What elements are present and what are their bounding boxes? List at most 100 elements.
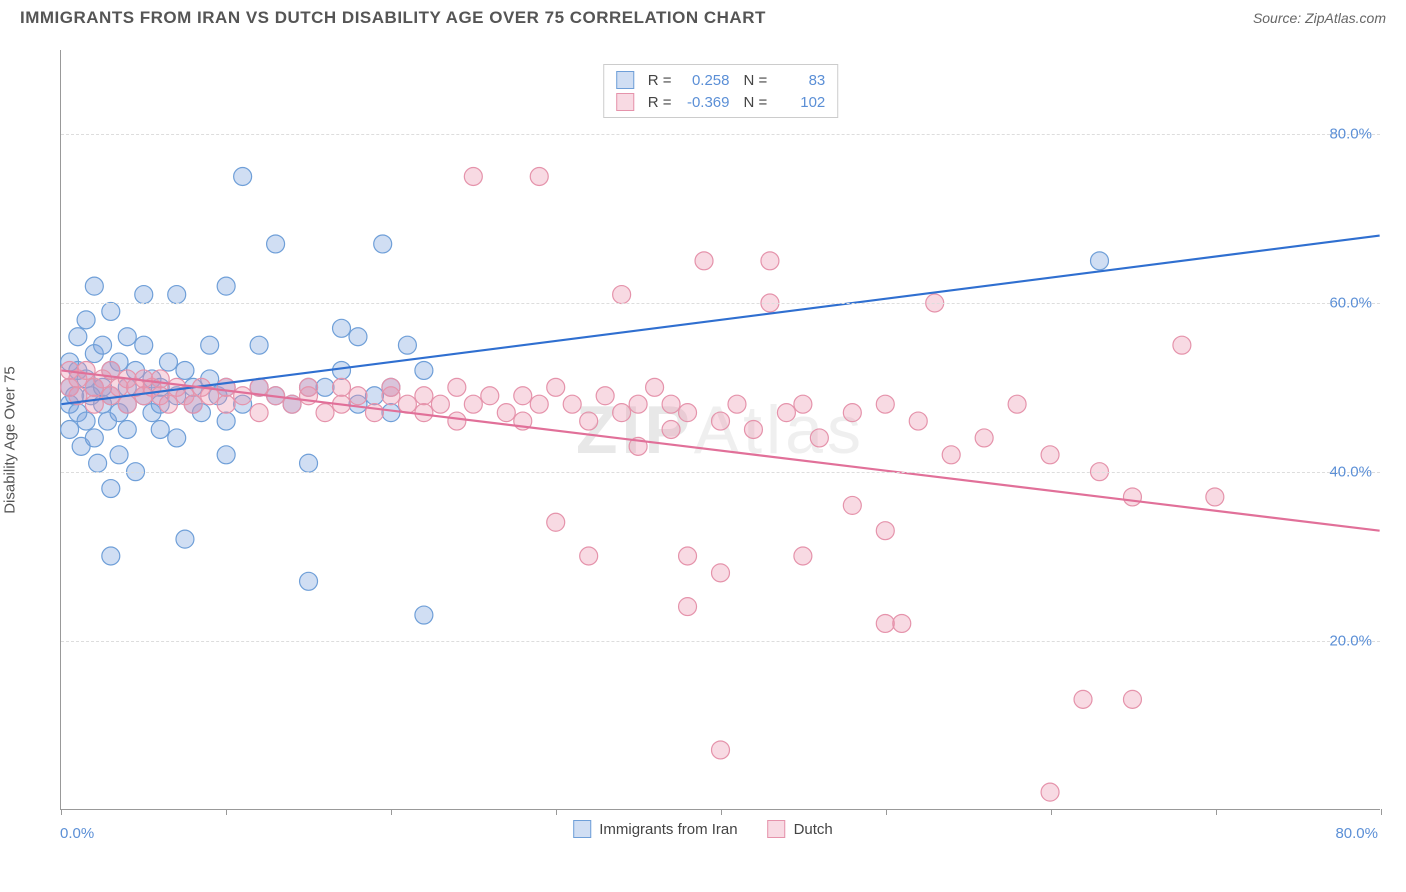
scatter-point-dutch	[184, 395, 202, 413]
scatter-point-dutch	[975, 429, 993, 447]
scatter-point-iran	[333, 319, 351, 337]
scatter-point-dutch	[679, 598, 697, 616]
scatter-point-dutch	[481, 387, 499, 405]
xtick	[1051, 809, 1052, 815]
swatch-dutch-bottom	[768, 820, 786, 838]
scatter-point-dutch	[580, 412, 598, 430]
legend-item-dutch: Dutch	[768, 820, 833, 838]
scatter-point-dutch	[398, 395, 416, 413]
scatter-point-iran	[135, 286, 153, 304]
scatter-point-iran	[234, 168, 252, 186]
yaxis-title: Disability Age Over 75	[2, 366, 19, 514]
scatter-point-iran	[159, 353, 177, 371]
scatter-point-iran	[102, 302, 120, 320]
source-label: Source: ZipAtlas.com	[1253, 10, 1386, 26]
swatch-iran-bottom	[573, 820, 591, 838]
ytick-label: 80.0%	[1329, 126, 1372, 143]
scatter-point-dutch	[843, 404, 861, 422]
scatter-point-dutch	[695, 252, 713, 270]
scatter-point-iran	[61, 421, 79, 439]
legend-stats-row-iran: R = 0.258 N = 83	[616, 69, 826, 91]
scatter-point-dutch	[415, 387, 433, 405]
scatter-point-iran	[77, 311, 95, 329]
scatter-point-dutch	[547, 378, 565, 396]
scatter-point-dutch	[761, 252, 779, 270]
scatter-point-iran	[168, 429, 186, 447]
scatter-point-iran	[217, 277, 235, 295]
scatter-point-iran	[110, 446, 128, 464]
scatter-svg	[61, 50, 1380, 809]
scatter-point-dutch	[777, 404, 795, 422]
scatter-point-dutch	[909, 412, 927, 430]
n-val-dutch: 102	[775, 94, 825, 111]
scatter-point-dutch	[316, 404, 334, 422]
legend-item-iran: Immigrants from Iran	[573, 820, 737, 838]
scatter-point-dutch	[876, 614, 894, 632]
scatter-point-iran	[300, 454, 318, 472]
scatter-point-dutch	[679, 404, 697, 422]
scatter-point-dutch	[810, 429, 828, 447]
scatter-point-iran	[1091, 252, 1109, 270]
plot-area: ZIPAtlas R = 0.258 N = 83 R = -0.369 N =…	[60, 50, 1380, 810]
scatter-point-dutch	[530, 395, 548, 413]
xtick	[721, 809, 722, 815]
scatter-point-iran	[333, 361, 351, 379]
n-val-iran: 83	[775, 72, 825, 89]
scatter-point-dutch	[365, 404, 383, 422]
scatter-point-iran	[415, 361, 433, 379]
scatter-point-iran	[349, 328, 367, 346]
scatter-point-dutch	[629, 395, 647, 413]
gridline	[61, 303, 1380, 304]
r-val-iran: 0.258	[680, 72, 730, 89]
header: IMMIGRANTS FROM IRAN VS DUTCH DISABILITY…	[0, 0, 1406, 32]
xtick	[886, 809, 887, 815]
scatter-point-dutch	[596, 387, 614, 405]
scatter-point-iran	[85, 277, 103, 295]
x-min-label: 0.0%	[60, 825, 94, 842]
scatter-point-dutch	[250, 404, 268, 422]
xtick	[556, 809, 557, 815]
scatter-point-iran	[374, 235, 392, 253]
scatter-point-iran	[267, 235, 285, 253]
scatter-point-iran	[69, 328, 87, 346]
xtick	[391, 809, 392, 815]
scatter-point-iran	[151, 421, 169, 439]
scatter-point-dutch	[1123, 690, 1141, 708]
scatter-point-dutch	[217, 395, 235, 413]
scatter-point-dutch	[448, 378, 466, 396]
swatch-iran	[616, 71, 634, 89]
chart-title: IMMIGRANTS FROM IRAN VS DUTCH DISABILITY…	[20, 8, 766, 28]
scatter-point-iran	[118, 328, 136, 346]
scatter-point-dutch	[530, 168, 548, 186]
scatter-point-dutch	[151, 370, 169, 388]
scatter-point-iran	[168, 286, 186, 304]
legend-stats: R = 0.258 N = 83 R = -0.369 N = 102	[603, 64, 839, 118]
scatter-point-iran	[300, 572, 318, 590]
scatter-point-dutch	[580, 547, 598, 565]
scatter-point-dutch	[613, 404, 631, 422]
scatter-point-iran	[250, 336, 268, 354]
r-label: R =	[648, 94, 672, 111]
scatter-point-dutch	[794, 395, 812, 413]
scatter-point-iran	[217, 446, 235, 464]
scatter-point-dutch	[712, 564, 730, 582]
scatter-point-dutch	[234, 387, 252, 405]
scatter-point-dutch	[712, 412, 730, 430]
regression-line-iran	[61, 236, 1379, 405]
scatter-point-dutch	[497, 404, 515, 422]
scatter-point-dutch	[712, 741, 730, 759]
scatter-point-dutch	[464, 395, 482, 413]
scatter-point-dutch	[1008, 395, 1026, 413]
scatter-point-dutch	[1041, 446, 1059, 464]
scatter-point-iran	[102, 547, 120, 565]
scatter-point-iran	[398, 336, 416, 354]
legend-label-iran: Immigrants from Iran	[599, 821, 737, 838]
scatter-point-dutch	[1123, 488, 1141, 506]
scatter-point-iran	[89, 454, 107, 472]
scatter-point-iran	[365, 387, 383, 405]
scatter-point-dutch	[349, 387, 367, 405]
scatter-point-dutch	[843, 496, 861, 514]
scatter-point-dutch	[876, 395, 894, 413]
scatter-point-dutch	[1173, 336, 1191, 354]
scatter-point-dutch	[942, 446, 960, 464]
